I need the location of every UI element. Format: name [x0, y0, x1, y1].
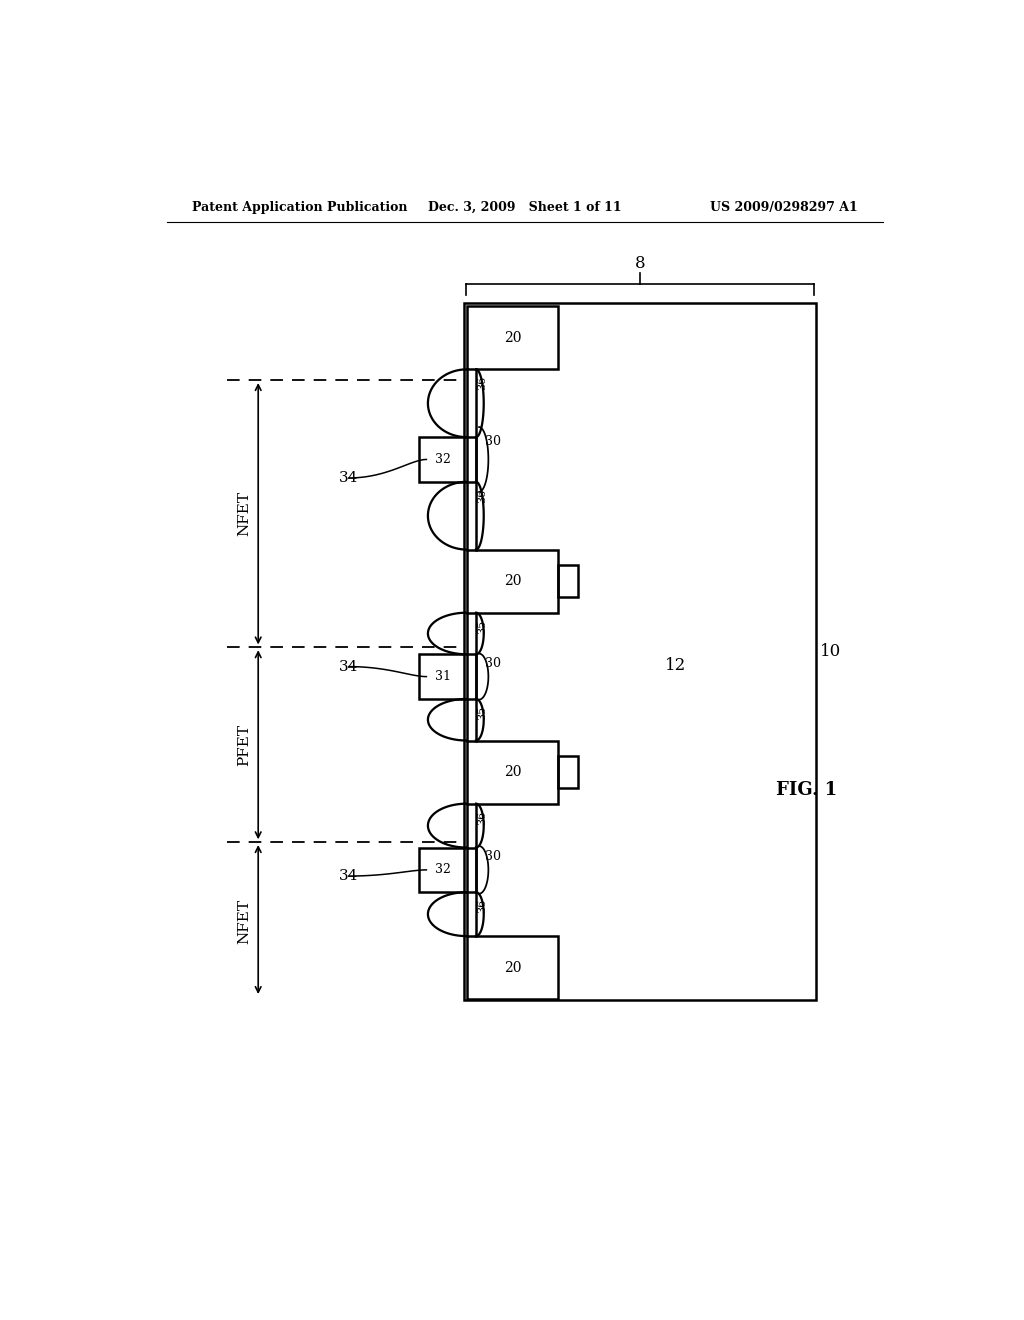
Bar — [419, 847, 476, 892]
Text: 10: 10 — [819, 643, 841, 660]
Bar — [467, 549, 558, 612]
Text: 32: 32 — [435, 863, 451, 876]
Text: FIG. 1: FIG. 1 — [775, 781, 837, 799]
Text: NFET: NFET — [238, 491, 251, 536]
Bar — [467, 936, 558, 999]
Bar — [419, 437, 476, 482]
Bar — [467, 741, 558, 804]
Text: 35: 35 — [477, 706, 487, 719]
Text: Dec. 3, 2009   Sheet 1 of 11: Dec. 3, 2009 Sheet 1 of 11 — [428, 201, 622, 214]
Text: 20: 20 — [504, 574, 521, 589]
Text: 30: 30 — [485, 850, 501, 863]
Text: 36: 36 — [477, 376, 487, 391]
Text: 35: 35 — [477, 619, 487, 634]
Text: Patent Application Publication: Patent Application Publication — [191, 201, 408, 214]
Text: 20: 20 — [504, 766, 521, 779]
Text: 36: 36 — [477, 488, 487, 503]
Text: 31: 31 — [434, 671, 451, 684]
Text: 30: 30 — [485, 657, 501, 671]
Text: 20: 20 — [504, 331, 521, 345]
Bar — [558, 756, 578, 788]
Bar — [419, 655, 476, 700]
Bar — [558, 565, 578, 597]
Text: 34: 34 — [339, 660, 358, 673]
Text: 34: 34 — [339, 869, 358, 883]
Text: 12: 12 — [665, 657, 686, 675]
Text: 30: 30 — [485, 436, 501, 447]
Text: 36: 36 — [477, 810, 487, 825]
Text: PFET: PFET — [238, 723, 251, 766]
Text: 20: 20 — [504, 961, 521, 974]
Text: 34: 34 — [339, 471, 358, 484]
Text: 36: 36 — [477, 899, 487, 913]
Bar — [467, 306, 558, 370]
Text: 8: 8 — [635, 255, 645, 272]
Text: US 2009/0298297 A1: US 2009/0298297 A1 — [711, 201, 858, 214]
Text: 32: 32 — [435, 453, 451, 466]
Text: NFET: NFET — [238, 899, 251, 944]
Bar — [464, 304, 816, 1001]
